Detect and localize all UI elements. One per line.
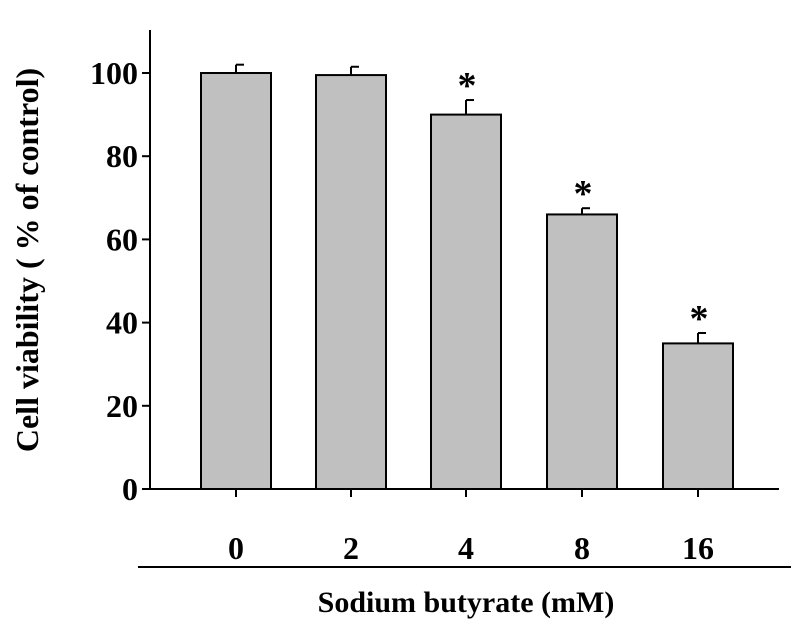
significance-marker: * (574, 173, 593, 215)
significance-marker: * (458, 65, 477, 107)
x-tick-label: 2 (343, 530, 359, 566)
x-axis-title: Sodium butyrate (mM) (318, 586, 615, 619)
plot-area: 0 20 40 60 80 100 0 2 4 * 8 * 16 * (90, 30, 779, 566)
y-tick-label: 40 (106, 305, 138, 341)
bar (662, 342, 734, 490)
y-tick-label: 20 (106, 388, 138, 424)
x-tick-label: 8 (574, 530, 590, 566)
bar (546, 213, 618, 490)
bar (315, 74, 387, 491)
bar (430, 113, 502, 490)
y-tick-label: 80 (106, 138, 138, 174)
x-tick-label: 16 (682, 530, 714, 566)
x-tick-label: 4 (458, 530, 474, 566)
x-tick-label: 0 (228, 530, 244, 566)
significance-marker: * (690, 298, 709, 340)
y-tick-label: 0 (122, 471, 138, 507)
y-axis-title: Cell viability ( % of control) (9, 68, 45, 452)
y-tick-label: 100 (90, 55, 138, 91)
y-tick-label: 60 (106, 221, 138, 257)
bar (200, 72, 272, 490)
